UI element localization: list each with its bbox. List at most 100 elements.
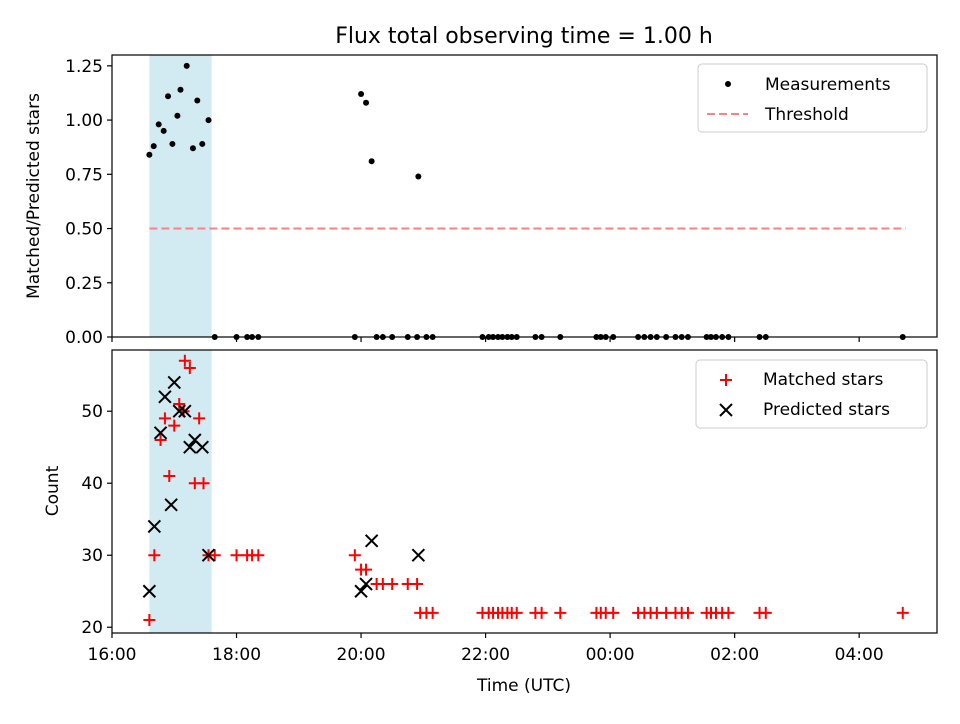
predicted-star-marker: [411, 548, 426, 562]
measurement-point: [205, 117, 212, 124]
measurement-point: [183, 62, 190, 69]
legend-matched-label: Matched stars: [763, 370, 883, 390]
ratio-axes-frame: [111, 54, 938, 338]
measurement-point: [174, 112, 181, 119]
x-tick-label: 16:00: [88, 645, 137, 665]
predicted-star-marker: [364, 534, 379, 548]
count-axes-frame: [111, 349, 938, 634]
ratio-x-ticks: [111, 337, 860, 342]
ratio-y-tick-label: 0.00: [65, 328, 103, 348]
ratio-y-tick-label: 0.50: [65, 220, 103, 240]
predicted-star-marker: [158, 390, 172, 404]
predicted-star-marker: [167, 375, 181, 390]
matched-star-marker: [163, 470, 176, 483]
matched-star-marker: [360, 563, 373, 576]
matched-star-marker: [183, 362, 196, 375]
matched-star-marker: [197, 477, 210, 490]
ratio-y-tick-label: 1.25: [65, 57, 103, 77]
count-y-tick-label: 50: [81, 402, 103, 422]
legend-measurements-label: Measurements: [765, 75, 891, 95]
matched-star-marker: [722, 606, 735, 619]
predicted-star-marker: [359, 577, 373, 591]
x-tick-label: 00:00: [586, 645, 635, 665]
ratio-panel: 0.00 0.25 0.50 0.75 1.00 1.25 Matched/Predict…: [24, 54, 938, 348]
matched-star-marker: [173, 398, 186, 411]
matched-star-marker: [554, 606, 567, 619]
matched-star-marker: [154, 434, 167, 447]
predicted-star-marker: [172, 404, 186, 418]
x-tick-label: 22:00: [461, 645, 510, 665]
predicted-star-marker: [183, 440, 197, 454]
measurement-point: [165, 93, 172, 100]
matched-star-marker: [535, 606, 548, 619]
ratio-y-tick-label: 1.00: [65, 111, 103, 131]
x-tick-label: 20:00: [337, 645, 386, 665]
predicted-star-marker: [354, 584, 368, 598]
matched-star-marker: [896, 606, 909, 619]
observing-interval-shade-bottom: [149, 350, 212, 633]
measurement-point: [150, 143, 157, 150]
matched-star-marker: [143, 614, 156, 627]
count-x-ticks: 16:00 18:00 20:00 22:00 00:00 02:00 04:00: [88, 633, 884, 665]
measurement-point: [146, 151, 153, 158]
ratio-y-tick-label: 0.75: [65, 165, 103, 185]
predicted-star-marker: [164, 498, 178, 512]
x-tick-label: 18:00: [212, 645, 261, 665]
measurement-point: [177, 86, 184, 93]
count-y-ticks: 20 30 40 50: [81, 402, 112, 638]
legend-predicted-marker: [719, 403, 733, 417]
matched-star-marker: [252, 549, 265, 562]
x-tick-label: 02:00: [710, 645, 759, 665]
x-axis-label: Time (UTC): [476, 676, 571, 696]
legend-measurements-marker: [725, 81, 731, 87]
count-panel: 20 30 40 50 16:00 18:00 20:00 22:00 00:00 02:00 0…: [43, 349, 938, 696]
ratio-y-ticks: 0.00 0.25 0.50 0.75 1.00 1.25: [65, 57, 112, 348]
measurement-point: [155, 121, 162, 128]
measurement-point: [363, 99, 370, 106]
matched-star-marker: [148, 549, 161, 562]
matched-star-marker: [158, 412, 171, 425]
matched-star-marker: [178, 354, 191, 367]
matched-star-marker: [386, 578, 399, 591]
matched-star-marker: [681, 606, 694, 619]
count-y-tick-label: 30: [81, 546, 103, 566]
measurement-point: [169, 140, 176, 147]
measurement-point: [194, 97, 201, 104]
matched-star-marker: [168, 419, 181, 432]
matched-star-marker: [411, 578, 424, 591]
x-tick-label: 04:00: [835, 645, 884, 665]
ratio-legend-box: [697, 63, 928, 133]
count-y-tick-label: 20: [81, 618, 103, 638]
measurement-point: [199, 140, 206, 147]
measurement-point: [415, 173, 422, 180]
count-legend: Matched stars Predicted stars: [695, 359, 928, 429]
count-y-label: Count: [43, 465, 63, 516]
ratio-legend: Measurements Threshold: [697, 63, 928, 133]
ratio-y-tick-label: 0.25: [65, 274, 103, 294]
matched-star-marker: [230, 549, 243, 562]
matched-star-marker: [193, 412, 206, 425]
observing-interval-shade-top: [149, 55, 212, 337]
matched-star-marker: [510, 606, 523, 619]
chart-title: Flux total observing time = 1.00 h: [335, 24, 713, 49]
legend-matched-marker: [720, 374, 732, 386]
matched-star-marker: [607, 606, 620, 619]
predicted-star-marker: [201, 548, 216, 562]
measurement-point: [160, 127, 167, 134]
matched-star-marker: [348, 549, 361, 562]
count-y-tick-label: 40: [81, 474, 103, 494]
measurement-point: [358, 91, 365, 98]
predicted-star-marker: [153, 426, 168, 440]
ratio-y-label: Matched/Predicted stars: [24, 93, 44, 299]
measurement-point: [189, 145, 196, 152]
predicted-star-marker: [195, 440, 209, 454]
matched-star-marker: [759, 606, 772, 619]
predicted-star-marker: [147, 519, 162, 534]
matched-star-marker: [208, 549, 221, 562]
legend-threshold-label: Threshold: [764, 105, 849, 125]
count-points: [142, 354, 909, 627]
measurement-point: [368, 158, 375, 165]
matched-star-marker: [426, 606, 439, 619]
predicted-star-marker: [142, 584, 157, 598]
